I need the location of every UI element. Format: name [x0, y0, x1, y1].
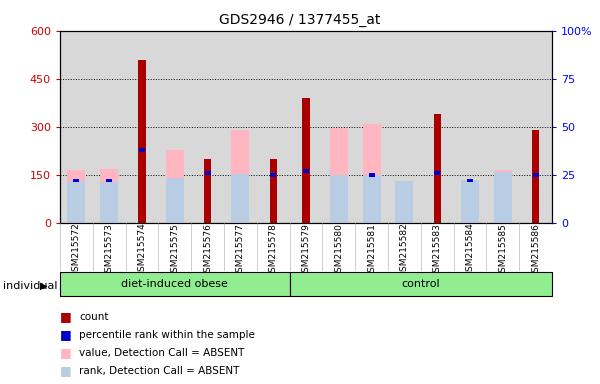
Text: value, Detection Call = ABSENT: value, Detection Call = ABSENT [79, 348, 245, 358]
Text: GSM215576: GSM215576 [203, 223, 212, 278]
Text: GSM215575: GSM215575 [170, 223, 179, 278]
Bar [139, 60, 146, 223]
Text: ■: ■ [60, 346, 72, 359]
Bar [434, 171, 440, 175]
Text: ■: ■ [60, 328, 72, 341]
FancyBboxPatch shape [60, 272, 290, 296]
Text: percentile rank within the sample: percentile rank within the sample [79, 330, 255, 340]
Bar [362, 124, 380, 223]
Bar [100, 169, 118, 223]
Bar [395, 181, 413, 223]
Text: GSM215584: GSM215584 [466, 223, 475, 278]
Text: GSM215580: GSM215580 [334, 223, 343, 278]
Text: GSM215582: GSM215582 [400, 223, 409, 278]
Bar [362, 175, 380, 223]
Text: GDS2946 / 1377455_at: GDS2946 / 1377455_at [220, 13, 380, 27]
Bar [494, 170, 512, 223]
Text: diet-induced obese: diet-induced obese [121, 279, 228, 289]
Text: count: count [79, 312, 109, 322]
Bar [166, 178, 184, 223]
FancyBboxPatch shape [290, 272, 552, 296]
Bar [303, 169, 309, 173]
Text: GSM215574: GSM215574 [137, 223, 146, 278]
Bar [330, 128, 348, 223]
Text: GSM215577: GSM215577 [236, 223, 245, 278]
Bar [106, 179, 112, 182]
Text: GSM215579: GSM215579 [302, 223, 311, 278]
Bar [467, 179, 473, 182]
Bar [368, 173, 374, 177]
Bar [67, 170, 85, 223]
Text: GSM215586: GSM215586 [531, 223, 540, 278]
Bar [269, 159, 277, 223]
Bar [532, 130, 539, 223]
Bar [270, 173, 276, 177]
Bar [166, 150, 184, 223]
Bar [302, 98, 310, 223]
Text: GSM215585: GSM215585 [498, 223, 508, 278]
Text: GSM215572: GSM215572 [72, 223, 81, 278]
Text: GSM215573: GSM215573 [105, 223, 114, 278]
Bar [232, 174, 250, 223]
Bar [494, 172, 512, 223]
Bar [461, 180, 479, 223]
Text: rank, Detection Call = ABSENT: rank, Detection Call = ABSENT [79, 366, 239, 376]
Bar [232, 130, 250, 223]
Text: ▶: ▶ [40, 281, 47, 291]
Bar [139, 148, 145, 152]
Text: control: control [401, 279, 440, 289]
Bar [73, 179, 79, 182]
Bar [100, 182, 118, 223]
Bar [67, 181, 85, 223]
Bar [205, 171, 211, 175]
Text: ■: ■ [60, 364, 72, 377]
Text: individual: individual [3, 281, 58, 291]
Text: ■: ■ [60, 310, 72, 323]
Bar [330, 175, 348, 223]
Text: GSM215581: GSM215581 [367, 223, 376, 278]
Bar [204, 159, 211, 223]
Bar [533, 173, 539, 177]
Text: GSM215583: GSM215583 [433, 223, 442, 278]
Bar [434, 114, 441, 223]
Text: GSM215578: GSM215578 [269, 223, 278, 278]
